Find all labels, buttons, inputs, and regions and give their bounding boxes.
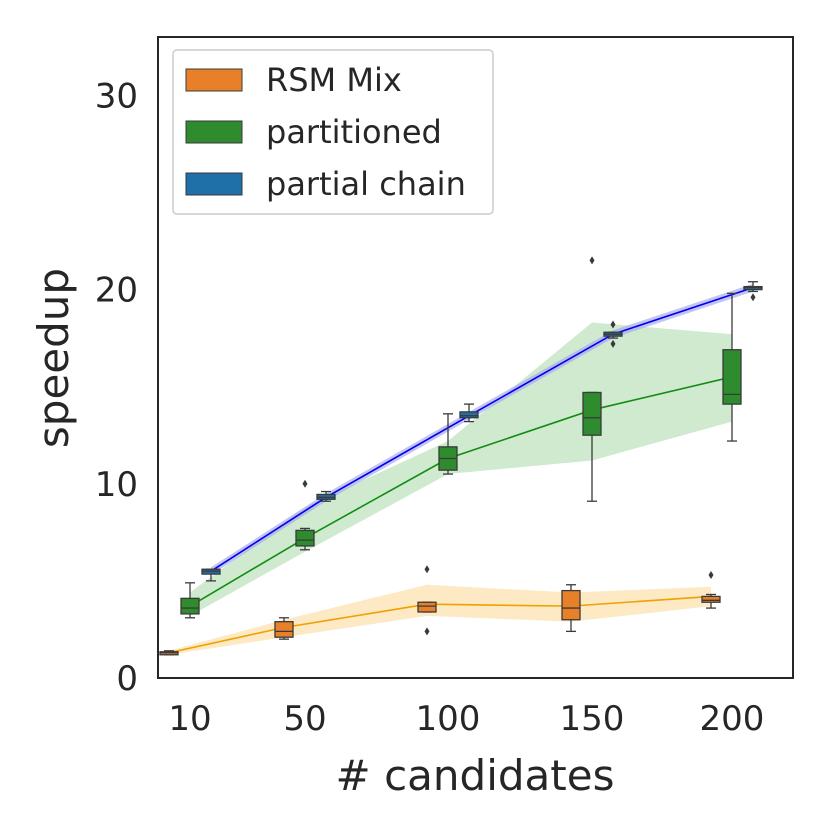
box-iqr: [582, 391, 602, 436]
x-tick-label: 10: [168, 699, 211, 739]
y-axis-label: speedup: [29, 268, 78, 448]
legend-swatch-partial-chain: [185, 172, 243, 196]
partial-chain-box-50: [316, 490, 336, 502]
box-iqr: [274, 621, 294, 638]
partial-chain-box-10: [201, 568, 221, 582]
y-axis-ticks: 0 10 20 30: [95, 76, 138, 699]
outlier-point: [610, 339, 616, 348]
legend-frame: [172, 49, 494, 215]
box-iqr: [701, 595, 721, 603]
partitioned-band: [190, 322, 732, 616]
box-iqr: [722, 349, 742, 405]
outlier-point: [302, 479, 308, 488]
rsm-mix-box-150: [561, 584, 581, 633]
outlier-point: [424, 627, 430, 636]
rsm-mix-box-200: [701, 571, 721, 609]
partial-chain-box-150: [603, 320, 623, 348]
outlier-point: [424, 565, 430, 574]
legend-swatch-rsm-mix: [185, 68, 243, 92]
x-tick-label: 100: [416, 699, 481, 739]
box-iqr: [561, 589, 581, 621]
y-tick-label: 20: [95, 271, 138, 311]
rsm-mix-band: [169, 584, 711, 655]
x-axis-ticks: 10 50 100 150 200: [168, 699, 764, 739]
x-tick-label: 200: [700, 699, 765, 739]
plot-frame: [157, 36, 794, 679]
partial-chain-box-200: [743, 281, 763, 302]
x-axis-label: # candidates: [336, 751, 615, 800]
legend-label-partial-chain: partial chain: [266, 165, 466, 203]
legend: RSM Mix partitioned partial chain: [172, 49, 494, 215]
partitioned-box-50: [295, 479, 315, 551]
outlier-point: [708, 571, 714, 580]
legend-label-rsm-mix: RSM Mix: [266, 61, 402, 99]
box-iqr: [459, 411, 479, 419]
partitioned-box-100: [438, 413, 458, 475]
box-iqr: [417, 601, 437, 613]
y-tick-label: 0: [116, 659, 138, 699]
legend-label-partitioned: partitioned: [266, 113, 442, 151]
rsm-mix-box-10: [159, 650, 179, 656]
partitioned-box-200: [722, 292, 742, 442]
rsm-mix-box-100: [417, 565, 437, 636]
y-tick-label: 10: [95, 465, 138, 505]
outlier-point: [750, 293, 756, 302]
outlier-point: [589, 256, 595, 265]
partitioned-box-150: [582, 256, 602, 502]
outlier-point: [610, 320, 616, 329]
y-tick-label: 30: [95, 76, 138, 116]
legend-swatch-partitioned: [185, 120, 243, 144]
partitioned-box-10: [180, 582, 200, 619]
box-iqr: [180, 597, 200, 615]
rsm-mix-box-50: [274, 617, 294, 640]
x-tick-label: 150: [560, 699, 625, 739]
x-tick-label: 50: [283, 699, 326, 739]
box-plots: [159, 256, 763, 656]
box-iqr: [295, 529, 315, 547]
partial-chain-box-100: [459, 403, 479, 423]
